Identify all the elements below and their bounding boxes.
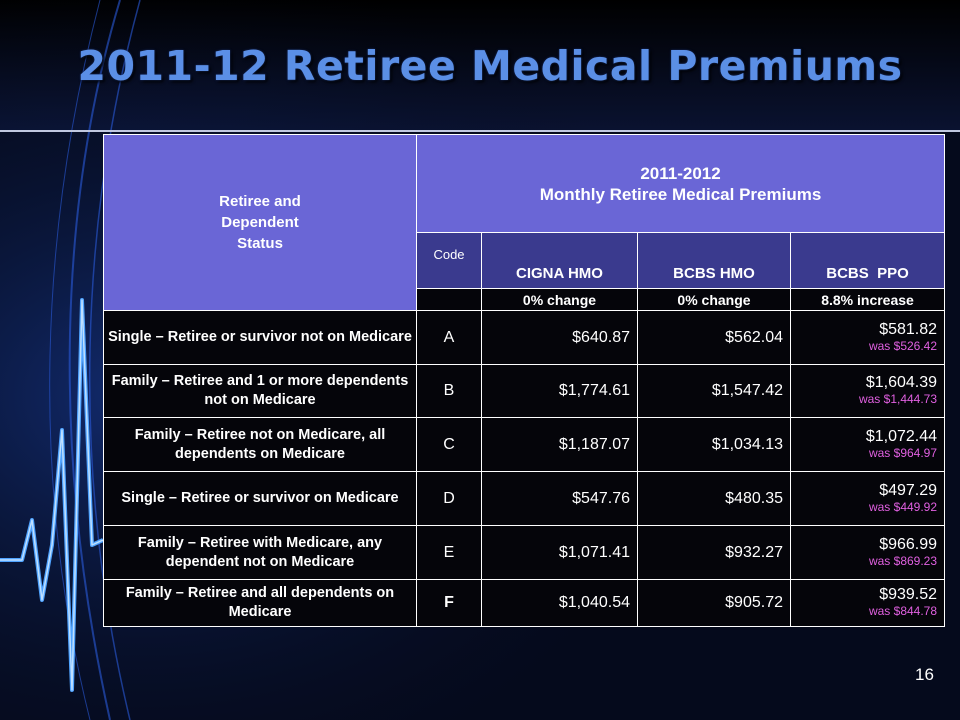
status-cell: Family – Retiree and all dependents on M…: [103, 579, 417, 627]
status-header-line-1: Retiree and: [219, 193, 301, 210]
bcbs-hmo-cell: $932.27: [637, 525, 791, 580]
table-row: Single – Retiree or survivor not on Medi…: [103, 310, 946, 365]
status-cell: Family – Retiree not on Medicare, all de…: [103, 417, 417, 472]
page-number: 16: [915, 665, 934, 684]
status-cell: Single – Retiree or survivor not on Medi…: [103, 310, 417, 365]
bcbs-ppo-previous-value: was $449.92: [868, 499, 938, 514]
bcbs-ppo-new-value: $581.82: [879, 320, 938, 338]
status-cell: Single – Retiree or survivor on Medicare: [103, 471, 417, 526]
cigna-hmo-cell: $1,187.07: [481, 417, 638, 472]
bcbs-ppo-new-value: $1,604.39: [865, 374, 938, 391]
status-header-line-2: Dependent: [221, 214, 299, 231]
premiums-table: Retiree and Dependent Status 2011-2012 M…: [103, 134, 946, 627]
status-header-cell: Retiree and Dependent Status: [103, 134, 417, 311]
bcbs-ppo-cell: $1,072.44 was $964.97: [789, 417, 946, 472]
bcbs-ppo-cell: $966.99 was $869.23: [789, 525, 946, 580]
code-cell: B: [416, 364, 482, 418]
table-row: Family – Retiree not on Medicare, all de…: [103, 417, 946, 472]
change-code-blank: [416, 288, 482, 311]
bcbs-ppo-new-value: $939.52: [879, 586, 938, 603]
cigna-hmo-cell: $640.87: [481, 310, 638, 365]
plan-header-cigna-hmo: CIGNA HMO: [481, 232, 638, 289]
change-bcbs-ppo: 8.8% increase: [789, 288, 946, 311]
bcbs-hmo-cell: $480.35: [637, 471, 791, 526]
cigna-hmo-cell: $1,040.54: [481, 579, 638, 627]
code-cell: A: [416, 310, 482, 365]
bcbs-ppo-cell: $939.52 was $844.78: [789, 579, 946, 627]
code-header: Code: [416, 232, 482, 289]
bcbs-ppo-new-value: $1,072.44: [865, 427, 938, 445]
bcbs-hmo-cell: $905.72: [637, 579, 791, 627]
table-row: Family – Retiree with Medicare, any depe…: [103, 525, 946, 580]
code-cell: C: [416, 417, 482, 472]
bcbs-ppo-new-value: $966.99: [879, 535, 938, 553]
table-row: Family – Retiree and all dependents on M…: [103, 579, 946, 627]
slide-title: 2011-12 Retiree Medical Premiums: [77, 42, 903, 90]
bcbs-ppo-previous-value: was $844.78: [868, 604, 938, 618]
cigna-hmo-cell: $1,774.61: [481, 364, 638, 418]
code-cell: E: [416, 525, 482, 580]
cigna-hmo-cell: $1,071.41: [481, 525, 638, 580]
bcbs-ppo-new-value: $497.29: [879, 481, 938, 499]
status-header-line-3: Status: [237, 235, 283, 252]
status-cell: Family – Retiree and 1 or more dependent…: [103, 364, 417, 418]
bcbs-ppo-cell: $497.29 was $449.92: [789, 471, 946, 526]
code-cell: D: [416, 471, 482, 526]
code-cell: F: [416, 579, 482, 627]
plan-header-bcbs-ppo: BCBS PPO: [789, 232, 946, 289]
bcbs-ppo-previous-value: was $526.42: [868, 338, 938, 353]
bcbs-ppo-cell: $1,604.39 was $1,444.73: [789, 364, 946, 418]
bcbs-ppo-previous-value: was $964.97: [868, 445, 938, 460]
bcbs-ppo-previous-value: was $869.23: [868, 553, 938, 568]
bcbs-hmo-cell: $1,034.13: [637, 417, 791, 472]
plan-header-bcbs-hmo: BCBS HMO: [637, 232, 791, 289]
period-header-label: Monthly Retiree Medical Premiums: [539, 184, 822, 204]
bcbs-ppo-previous-value: was $1,444.73: [858, 392, 938, 406]
table-row: Family – Retiree and 1 or more dependent…: [103, 364, 946, 418]
status-cell: Family – Retiree with Medicare, any depe…: [103, 525, 417, 580]
bcbs-hmo-cell: $1,547.42: [637, 364, 791, 418]
change-cigna-hmo: 0% change: [481, 288, 638, 311]
period-header-cell: 2011-2012 Monthly Retiree Medical Premiu…: [415, 134, 946, 233]
bcbs-ppo-cell: $581.82 was $526.42: [789, 310, 946, 365]
cigna-hmo-cell: $547.76: [481, 471, 638, 526]
change-bcbs-hmo: 0% change: [637, 288, 791, 311]
table-row: Single – Retiree or survivor on Medicare…: [103, 471, 946, 526]
bcbs-hmo-cell: $562.04: [637, 310, 791, 365]
period-header-year: 2011-2012: [640, 163, 721, 183]
